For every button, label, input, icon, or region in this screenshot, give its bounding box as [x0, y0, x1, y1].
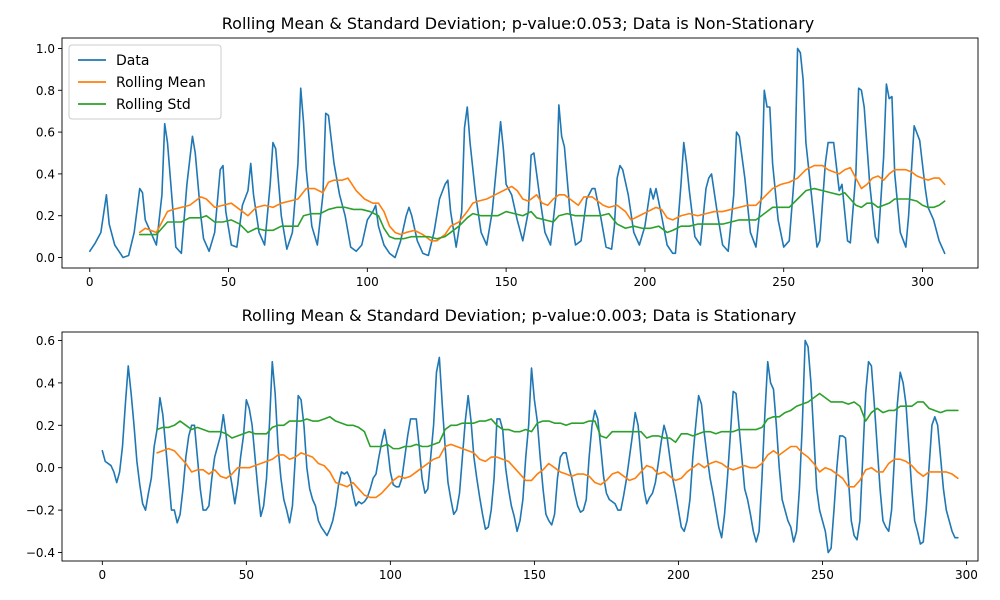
x-tick-label: 100 — [379, 568, 402, 582]
y-tick-label: −0.2 — [26, 504, 55, 518]
x-tick-label: 200 — [667, 568, 690, 582]
y-tick-label: 0.8 — [36, 84, 55, 98]
y-tick-label: 0.6 — [36, 126, 55, 140]
axis-ticks: 0 50 100 150 200 250 300 0.0 0.2 0.4 0.6 0.8 1.0 — [36, 42, 934, 289]
y-tick-label: 0.4 — [36, 376, 55, 390]
legend-label-data: Data — [116, 53, 149, 69]
y-tick-label: 0.0 — [36, 251, 55, 265]
y-tick-label: 0.4 — [36, 167, 55, 181]
x-tick-label: 250 — [811, 568, 834, 582]
y-tick-label: 1.0 — [36, 42, 55, 56]
x-tick-label: 200 — [633, 275, 656, 289]
series-rolling-std-line — [138, 187, 946, 240]
x-tick-label: 50 — [239, 568, 254, 582]
series-rolling-mean-line — [156, 443, 959, 499]
legend-box — [68, 44, 222, 120]
axis-ticks: 0 50 100 150 200 250 300 −0.4 −0.2 0.0 0.2 0.4 0.6 — [26, 334, 978, 582]
axes-frame — [61, 37, 979, 269]
series-data-line — [101, 339, 959, 554]
x-tick-label: 300 — [911, 275, 934, 289]
x-tick-label: 150 — [495, 275, 518, 289]
y-tick-label: 0.2 — [36, 209, 55, 223]
x-tick-label: 100 — [356, 275, 379, 289]
legend: Data Rolling Mean Rolling Std — [68, 44, 222, 120]
y-tick-label: 0.6 — [36, 334, 55, 348]
y-tick-label: 0.2 — [36, 419, 55, 433]
x-tick-label: 250 — [772, 275, 795, 289]
legend-label-rolling-std: Rolling Std — [116, 97, 191, 113]
plot-lines — [101, 339, 959, 554]
y-tick-label: −0.4 — [26, 546, 55, 560]
legend-label-rolling-mean: Rolling Mean — [116, 75, 206, 91]
x-tick-label: 150 — [523, 568, 546, 582]
series-rolling-mean-line — [138, 164, 946, 242]
x-tick-label: 0 — [86, 275, 94, 289]
x-tick-label: 300 — [955, 568, 978, 582]
chart-title: Rolling Mean & Standard Deviation; p-val… — [222, 14, 814, 33]
chart-non-stationary: Rolling Mean & Standard Deviation; p-val… — [36, 14, 979, 289]
chart-title: Rolling Mean & Standard Deviation; p-val… — [242, 306, 797, 325]
y-tick-label: 0.0 — [36, 461, 55, 475]
x-tick-label: 0 — [99, 568, 107, 582]
series-data-line — [88, 47, 946, 259]
chart-stationary: Rolling Mean & Standard Deviation; p-val… — [26, 306, 979, 582]
x-tick-label: 50 — [221, 275, 236, 289]
plot-lines — [88, 47, 946, 259]
series-rolling-std-line — [156, 392, 959, 450]
axes-frame — [61, 331, 979, 562]
